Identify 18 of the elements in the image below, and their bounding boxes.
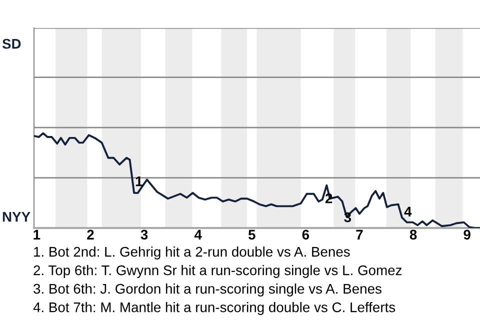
text: 4. Bot 7th: M. Mantle hit a run-scoring double vs C. Lefferts (33, 302, 396, 315)
annotation: 2 (325, 193, 332, 204)
x-tick-label: 2 (87, 230, 94, 240)
x-tick-label: 5 (248, 230, 256, 240)
x-tick-label: 3 (140, 230, 148, 240)
x-tick-label: 9 (464, 230, 470, 240)
text: 1. Bot 2nd: L. Gehrig hit a 2-run double vs A. Benes (34, 246, 350, 260)
text: SD (2, 38, 21, 49)
text: 3. Bot 6th: J. Gordon hit a run-scoring single vs A. Benes (34, 284, 382, 296)
x-tick-label: 6 (302, 230, 310, 240)
text: NYY (2, 212, 30, 222)
x-tick-label: 7 (356, 230, 363, 240)
x-tick-label: 8 (410, 230, 417, 240)
annotation: 1 (136, 176, 142, 186)
x-tick-label: 4 (194, 230, 202, 240)
text: 2. Top 6th: T. Gwynn Sr hit a run-scoring single vs L. Gomez (34, 265, 402, 278)
annotation: 4 (404, 206, 412, 216)
x-tick-label: 1 (34, 230, 40, 240)
